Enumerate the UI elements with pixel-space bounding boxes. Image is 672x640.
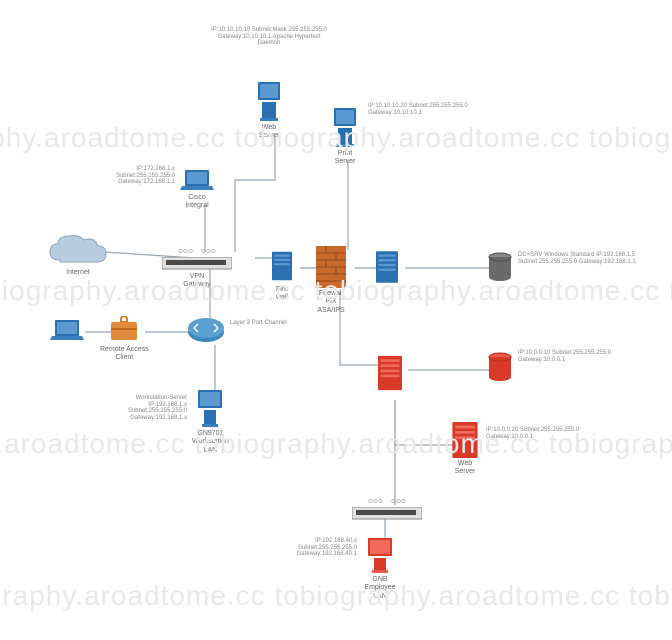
- pc-icon: [362, 538, 398, 574]
- node-switch2: ⊙⊙⊙ ⊙⊙⊙: [352, 498, 422, 521]
- cloud-label: Internet: [66, 269, 90, 277]
- web-top-label: Web Server: [259, 124, 280, 141]
- firewall-server-icon: [272, 248, 292, 284]
- network-diagram: Internet Remote Access Client IP:172.168…: [0, 0, 672, 640]
- cisco-info: IP:172.168.1.x Subnet:255.255.255.0 Gate…: [95, 166, 175, 186]
- laptop-icon: [180, 168, 214, 192]
- web-red-info: IP:10.0.0.20 Subnet:255.255.255.0 Gatewa…: [486, 427, 586, 440]
- node-db1: DC=SRV Windows Standard IP:192.168.1.5 S…: [488, 252, 512, 282]
- server-pc-icon: [328, 108, 362, 148]
- db2-info: IP:10.0.0.10 Subnet:255.255.255.0 Gatewa…: [518, 350, 618, 363]
- router-info: Layer 3 Port Channel: [230, 320, 320, 327]
- node-firewall-brick: Firewall PIX ASA/IPS: [316, 246, 346, 315]
- node-web-server-top: IP:10.10.10.10 Subnet:Mask 255.255.255.0…: [252, 82, 286, 141]
- node-cloud: Internet: [48, 232, 108, 277]
- node-cisco-laptop: IP:172.168.1.x Subnet:255.255.255.0 Gate…: [180, 168, 214, 211]
- switch-icon: [162, 257, 232, 271]
- node-router: Layer 3 Port Channel: [186, 312, 226, 344]
- cisco-label: Cisco Integral: [185, 194, 208, 211]
- node-switch-vpn: ⊙⊙⊙ ⊙⊙⊙ VPN Gateway: [162, 248, 232, 290]
- workstation-icon: [192, 390, 228, 428]
- cloud-icon: [48, 232, 108, 267]
- workstation-label: GN9701 Workstation LAN: [192, 430, 229, 455]
- pc-red-label: GNB Employee LAN: [364, 576, 395, 601]
- workstation-info: Workstation-Server IP:192.168.1.x Subnet…: [97, 395, 187, 421]
- firewall1-label: Fire wall: [276, 286, 288, 303]
- server-pc-icon: [252, 82, 286, 122]
- node-remote-access: Remote Access Client: [100, 316, 149, 363]
- node-server-blue: [376, 248, 398, 286]
- database-icon: [488, 252, 512, 282]
- web-top-info: IP:10.10.10.10 Subnet:Mask 255.255.255.0…: [209, 27, 329, 47]
- remote-access-label: Remote Access Client: [100, 346, 149, 363]
- node-laptop-remote: [50, 318, 84, 342]
- print-info: IP:10.10.10.20 Subnet:255.255.255.0 Gate…: [368, 103, 468, 116]
- switch-icon: [352, 507, 422, 521]
- firewall-brick-label: Firewall PIX ASA/IPS: [317, 290, 344, 315]
- node-workstation: Workstation-Server IP:192.168.1.x Subnet…: [192, 390, 229, 455]
- switch1-label: VPN Gateway: [183, 273, 211, 290]
- pc-red-info: IP:192.168.40.x Subnet:255.255.255.0 Gat…: [262, 538, 357, 558]
- database-icon: [488, 352, 512, 382]
- db1-info: DC=SRV Windows Standard IP:192.168.1.5 S…: [518, 252, 638, 265]
- laptop-icon: [50, 318, 84, 342]
- server-icon: [376, 248, 398, 286]
- node-web-red: Web Server IP:10.0.0.20 Subnet:255.255.2…: [450, 422, 480, 477]
- web-red-label: Web Server: [455, 460, 476, 477]
- node-server-red: [378, 348, 402, 398]
- server-icon: [450, 422, 480, 458]
- router-icon: [186, 312, 226, 344]
- firewall-brick-icon: [316, 246, 346, 288]
- print-label: Print Server: [335, 150, 356, 167]
- node-firewall-blue: Fire wall: [272, 248, 292, 303]
- node-db2: IP:10.0.0.10 Subnet:255.255.255.0 Gatewa…: [488, 352, 512, 382]
- server-icon: [378, 348, 402, 398]
- bag-icon: [107, 316, 141, 344]
- node-pc-red: IP:192.168.40.x Subnet:255.255.255.0 Gat…: [362, 538, 398, 601]
- node-print-server: IP:10.10.10.20 Subnet:255.255.255.0 Gate…: [328, 108, 362, 167]
